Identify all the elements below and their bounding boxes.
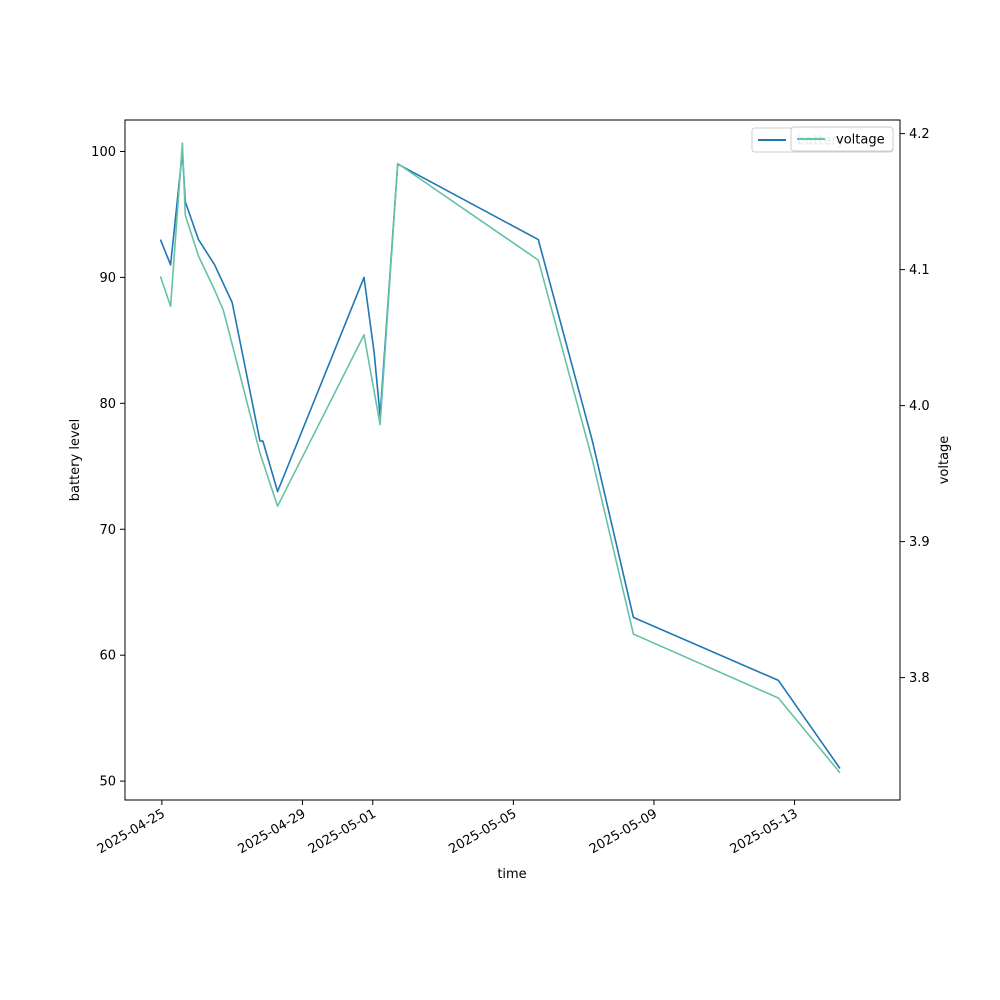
y-right-tick-label: 3.9 [909, 535, 930, 550]
y-axis-left: 50 60 70 80 90 100 [91, 145, 125, 790]
y-right-tick-label: 4.2 [909, 127, 930, 142]
legends: batteryvoltage [751, 126, 894, 153]
y-right-tick-label: 3.8 [909, 671, 930, 686]
y-left-tick-label: 80 [99, 397, 116, 412]
legend-box [790, 126, 894, 152]
series-line-voltage [159, 142, 841, 774]
y-left-tick-label: 70 [99, 523, 116, 538]
legend-voltage: voltage [790, 126, 894, 152]
y-left-tick-label: 90 [99, 271, 116, 286]
y-axis-left-label: battery level [68, 419, 83, 502]
x-axis-label: time [497, 867, 526, 882]
legend-label: voltage [836, 133, 885, 148]
y-left-tick-label: 60 [99, 649, 116, 664]
y-axis-right-label: voltage [937, 436, 952, 485]
y-left-tick-label: 50 [99, 775, 116, 790]
plot-frame [124, 119, 901, 801]
y-right-tick-label: 4.0 [909, 399, 930, 414]
plot-lines [159, 142, 841, 774]
y-left-tick-label: 100 [91, 145, 116, 160]
y-right-tick-label: 4.1 [909, 263, 930, 278]
y-axis-right: 3.8 3.9 4.0 4.1 4.2 [900, 127, 930, 686]
